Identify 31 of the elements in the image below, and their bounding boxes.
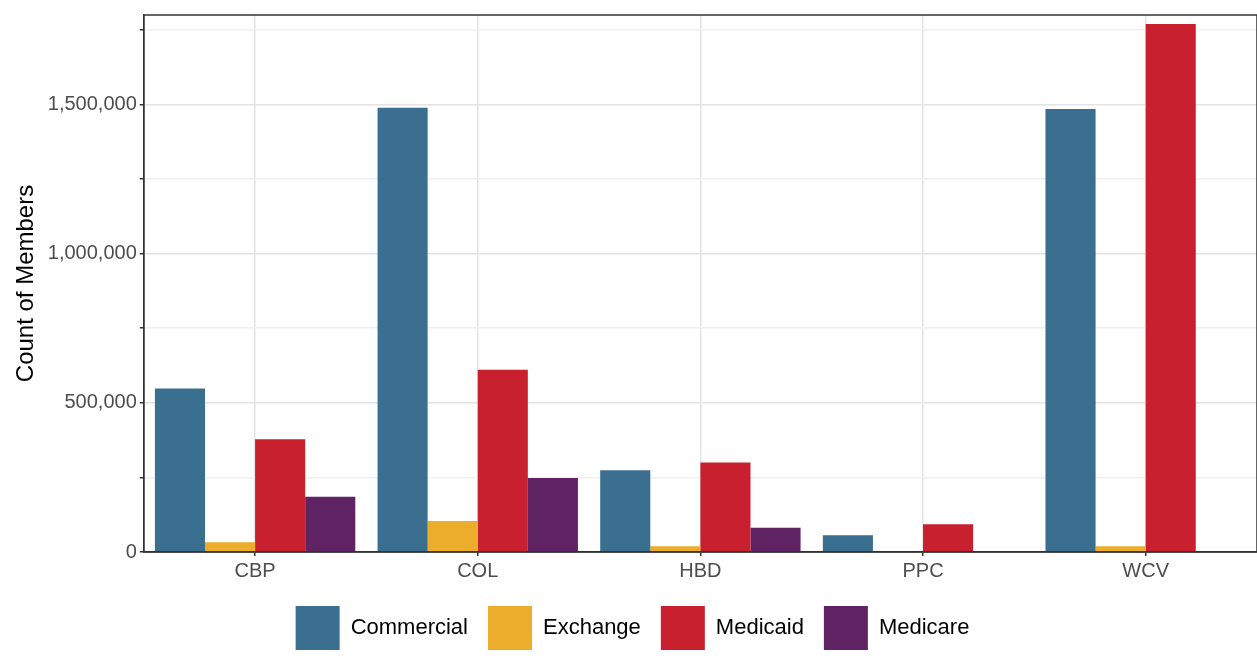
bar	[822, 535, 873, 552]
bar	[923, 524, 974, 552]
legend-label: Medicaid	[715, 614, 804, 640]
x-tick-label: HBD	[679, 558, 722, 581]
y-tick-label: 0	[125, 539, 137, 562]
x-tick-label: CBP	[234, 558, 276, 581]
bar	[1045, 108, 1096, 552]
x-tick-label: COL	[457, 558, 499, 581]
x-tick-label: PPC	[902, 558, 944, 581]
bar	[305, 496, 356, 552]
legend-label: Medicare	[878, 614, 970, 640]
legend-label: Commercial	[350, 614, 468, 640]
bar	[255, 439, 306, 552]
text: 500,000	[64, 390, 137, 413]
bar	[527, 478, 578, 552]
bar	[477, 369, 528, 552]
legend-label: Exchange	[542, 614, 641, 640]
bar	[1145, 23, 1196, 552]
bar	[377, 107, 428, 552]
bar	[154, 388, 205, 552]
bar	[427, 520, 478, 552]
bar	[600, 470, 651, 552]
bar	[750, 527, 801, 552]
bar	[1095, 546, 1146, 552]
bar	[650, 546, 701, 552]
y-tick-label: 1,500,000	[47, 92, 137, 115]
bar	[700, 462, 751, 552]
bar	[205, 542, 256, 552]
x-tick-label: WCV	[1122, 558, 1170, 581]
y-tick-label: 1,000,000	[47, 241, 137, 264]
y-axis-title: Count of Members	[11, 184, 39, 383]
